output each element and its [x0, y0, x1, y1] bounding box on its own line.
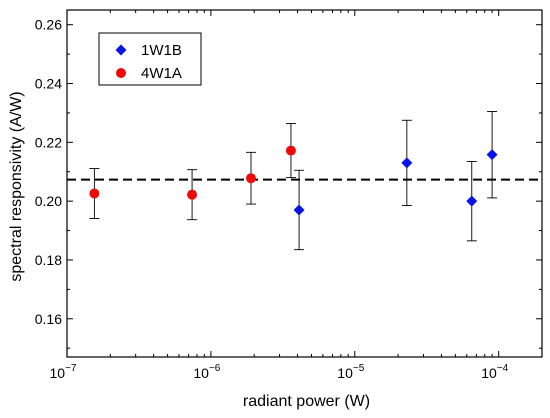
data-point-1W1B	[486, 149, 498, 161]
data-point-4W1A	[285, 145, 296, 156]
data-point-1W1B	[293, 204, 305, 216]
x-axis-title: radiant power (W)	[243, 393, 370, 410]
data-point-1W1B	[466, 195, 478, 207]
y-axis-title: spectral responsivity (A/W)	[8, 91, 25, 281]
y-tick-label: 0.26	[35, 17, 62, 33]
legend-marker-1W1B	[115, 44, 127, 56]
x-tick-label: 10−7	[50, 363, 77, 381]
legend-marker-4W1A	[116, 68, 126, 78]
data-point-4W1A	[187, 189, 198, 200]
legend-box	[98, 32, 202, 86]
legend: 1W1B 4W1A	[98, 32, 202, 86]
y-tick-label: 0.24	[35, 76, 62, 92]
x-tick-label: 10−6	[193, 363, 220, 381]
legend-label-1W1B: 1W1B	[141, 42, 182, 59]
y-tick-label: 0.22	[35, 134, 62, 150]
y-tick-label: 0.20	[35, 193, 62, 209]
x-tick-label: 10−4	[481, 363, 508, 381]
data-point-4W1A	[246, 173, 257, 184]
x-tick-label: 10−5	[337, 363, 364, 381]
plot-frame	[66, 9, 543, 358]
y-tick-label: 0.16	[35, 311, 62, 327]
data-point-4W1A	[89, 188, 100, 199]
y-tick-label: 0.18	[35, 252, 62, 268]
legend-label-4W1A: 4W1A	[141, 65, 182, 82]
data-point-1W1B	[401, 157, 413, 169]
